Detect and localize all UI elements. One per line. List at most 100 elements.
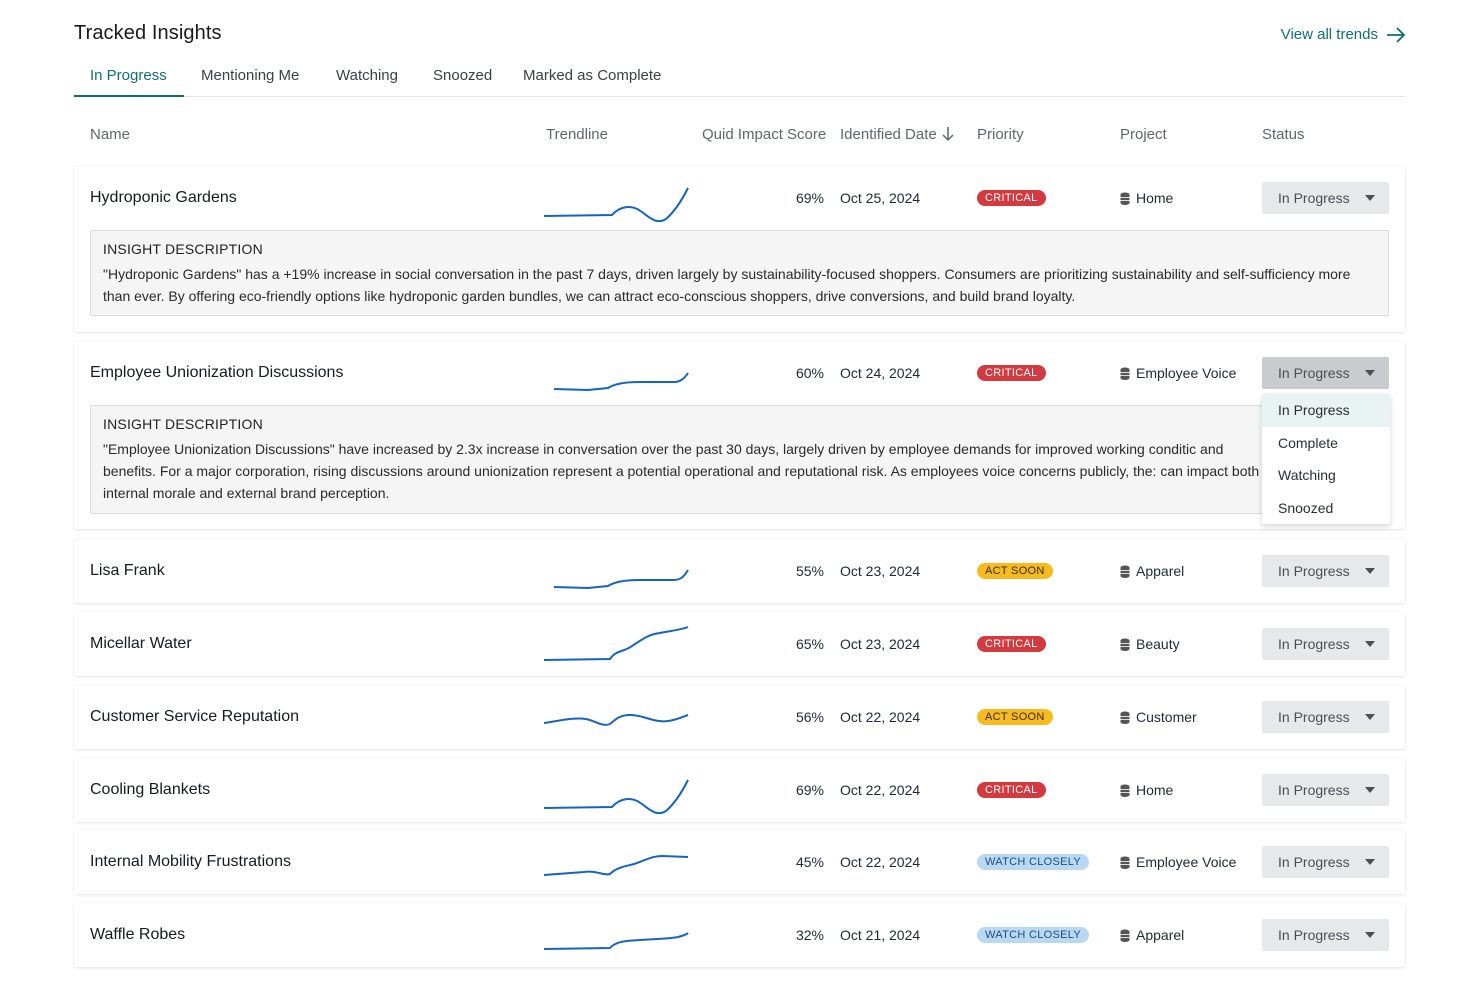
arrow-right-icon (1387, 26, 1406, 43)
impact-score: 65% (795, 636, 824, 652)
project-name: Apparel (1136, 927, 1185, 943)
identified-date: Oct 23, 2024 (840, 563, 921, 579)
col-header-trendline[interactable]: Trendline (546, 126, 608, 143)
priority-badge: CRITICAL (977, 782, 1046, 798)
project-name: Beauty (1136, 636, 1180, 652)
status-dropdown[interactable]: In Progress (1262, 919, 1389, 951)
insight-name[interactable]: Employee Unionization Discussions (90, 364, 344, 381)
trendline-sparkline (544, 779, 689, 814)
caret-down-icon (1365, 641, 1375, 647)
description-text: "Hydroponic Gardens" has a +19% increase… (103, 266, 1351, 304)
status-dropdown[interactable]: In Progress (1262, 701, 1389, 733)
trendline-sparkline (553, 569, 689, 590)
priority-badge: WATCH CLOSELY (977, 854, 1089, 870)
project-name: Employee Voice (1136, 365, 1237, 381)
status-dropdown[interactable]: In Progress (1262, 774, 1389, 806)
table-row[interactable]: Cooling Blankets 69% Oct 22, 2024 CRITIC… (74, 758, 1405, 822)
status-option-in-progress[interactable]: In Progress (1262, 394, 1390, 427)
status-value: In Progress (1278, 782, 1350, 798)
insight-name[interactable]: Micellar Water (90, 635, 192, 652)
priority-badge: ACT SOON (977, 563, 1053, 579)
table-row[interactable]: Micellar Water 65% Oct 23, 2024 CRITICAL… (74, 612, 1405, 676)
identified-date: Oct 24, 2024 (840, 365, 921, 381)
trendline-sparkline (553, 372, 689, 392)
status-dropdown-menu: In Progress Complete Watching Snoozed (1262, 394, 1390, 524)
impact-score: 32% (795, 927, 824, 943)
trendline-sparkline (544, 713, 689, 726)
insight-description: INSIGHT DESCRIPTION "Hydroponic Gardens"… (90, 230, 1389, 316)
tab-bar: In Progress Mentioning Me Watching Snooz… (74, 60, 1406, 97)
status-option-snoozed[interactable]: Snoozed (1278, 499, 1334, 516)
status-dropdown[interactable]: In Progress (1262, 846, 1389, 878)
table-row[interactable]: Employee Unionization Discussions 60% Oc… (74, 341, 1405, 405)
insight-card: Employee Unionization Discussions 60% Oc… (74, 341, 1405, 529)
identified-date: Oct 22, 2024 (840, 782, 921, 798)
tab-mentioning-me[interactable]: Mentioning Me (201, 67, 300, 84)
tab-marked-as-complete[interactable]: Marked as Complete (523, 67, 662, 84)
table-row[interactable]: Lisa Frank 55% Oct 23, 2024 ACT SOON App… (74, 539, 1405, 603)
database-icon (1120, 784, 1130, 797)
project-name: Employee Voice (1136, 854, 1237, 870)
status-option-watching[interactable]: Watching (1278, 467, 1336, 484)
caret-down-icon (1365, 714, 1375, 720)
caret-down-icon (1365, 568, 1375, 574)
status-dropdown[interactable]: In Progress (1262, 357, 1389, 389)
priority-badge: CRITICAL (977, 636, 1046, 652)
table-row[interactable]: Hydroponic Gardens 69% Oct 25, 2024 CRIT… (74, 166, 1405, 230)
col-header-priority[interactable]: Priority (977, 126, 1024, 143)
database-icon (1120, 638, 1130, 651)
col-header-project[interactable]: Project (1120, 126, 1167, 143)
status-value: In Progress (1278, 927, 1350, 943)
insight-card: Internal Mobility Frustrations 45% Oct 2… (74, 830, 1405, 894)
impact-score: 55% (795, 563, 824, 579)
col-header-date[interactable]: Identified Date (840, 126, 954, 143)
view-all-trends-link[interactable]: View all trends (1281, 26, 1406, 43)
trendline-sparkline (544, 932, 689, 950)
tab-in-progress[interactable]: In Progress (90, 67, 167, 84)
table-row[interactable]: Internal Mobility Frustrations 45% Oct 2… (74, 830, 1405, 894)
table-header: Name Trendline Quid Impact Score Identif… (74, 118, 1406, 152)
page-title: Tracked Insights (74, 22, 222, 44)
insight-name[interactable]: Waffle Robes (90, 926, 186, 943)
identified-date: Oct 25, 2024 (840, 190, 921, 206)
insight-name[interactable]: Internal Mobility Frustrations (90, 853, 291, 870)
impact-score: 69% (795, 782, 824, 798)
priority-badge: ACT SOON (977, 709, 1053, 725)
col-header-status[interactable]: Status (1262, 126, 1305, 143)
tab-watching[interactable]: Watching (336, 67, 398, 84)
insight-description: INSIGHT DESCRIPTION "Employee Unionizati… (90, 405, 1389, 514)
identified-date: Oct 22, 2024 (840, 709, 921, 725)
table-row[interactable]: Customer Service Reputation 56% Oct 22, … (74, 685, 1405, 749)
database-icon (1120, 929, 1130, 942)
insight-card: Hydroponic Gardens 69% Oct 25, 2024 CRIT… (74, 166, 1405, 332)
priority-badge: CRITICAL (977, 365, 1046, 381)
status-dropdown[interactable]: In Progress (1262, 555, 1389, 587)
impact-score: 56% (795, 709, 824, 725)
insight-name[interactable]: Customer Service Reputation (90, 708, 299, 725)
tab-snoozed[interactable]: Snoozed (433, 67, 493, 84)
status-value: In Progress (1278, 563, 1350, 579)
insight-name[interactable]: Hydroponic Gardens (90, 189, 237, 206)
col-header-name[interactable]: Name (90, 126, 131, 143)
trendline-sparkline (544, 626, 689, 661)
insight-name[interactable]: Lisa Frank (90, 562, 165, 579)
status-option-complete[interactable]: Complete (1278, 434, 1338, 451)
project: Home (1120, 782, 1173, 798)
database-icon (1120, 711, 1130, 724)
description-text: "Employee Unionization Discussions" have… (103, 441, 1260, 501)
status-value: In Progress (1278, 709, 1350, 725)
col-header-date-label: Identified Date (840, 126, 937, 143)
description-title: INSIGHT DESCRIPTION (103, 416, 263, 432)
identified-date: Oct 21, 2024 (840, 927, 921, 943)
view-all-label: View all trends (1280, 26, 1378, 43)
status-dropdown[interactable]: In Progress (1262, 628, 1389, 660)
trendline-sparkline (544, 854, 689, 876)
database-icon (1120, 856, 1130, 869)
col-header-score[interactable]: Quid Impact Score (702, 126, 827, 143)
status-dropdown[interactable]: In Progress (1262, 182, 1389, 214)
caret-down-icon (1365, 859, 1375, 865)
insight-name[interactable]: Cooling Blankets (90, 781, 211, 798)
table-row[interactable]: Waffle Robes 32% Oct 21, 2024 WATCH CLOS… (74, 903, 1405, 967)
status-value: In Progress (1278, 636, 1350, 652)
impact-score: 45% (795, 854, 824, 870)
